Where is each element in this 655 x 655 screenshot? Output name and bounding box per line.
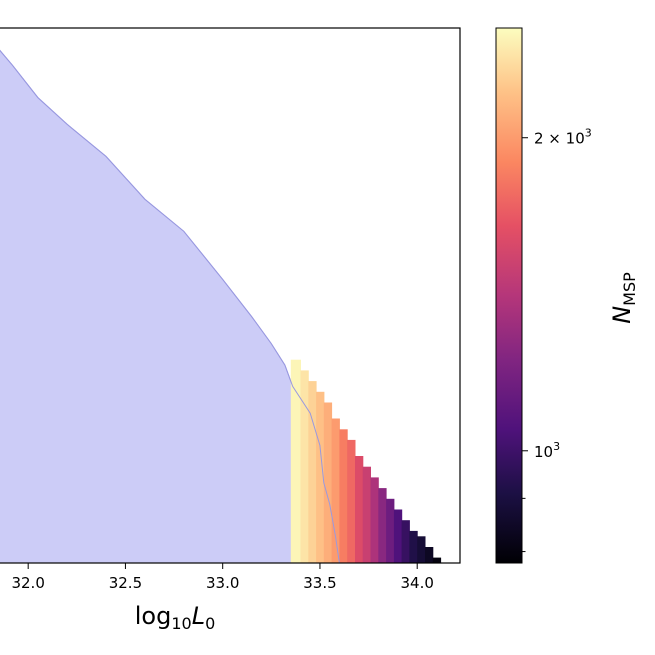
- colorbar-tick-label: 2 × 103: [534, 127, 592, 148]
- x-tick-label: 32.5: [109, 574, 142, 592]
- colorbar: 2 × 103 103 NMSP: [495, 27, 639, 564]
- heatmap-column: [347, 439, 356, 563]
- x-tick-label: 34.0: [401, 574, 434, 592]
- heatmap-columns: [290, 359, 442, 563]
- plot-area: 32.0 32.5 33.0 33.5 34.0 log10L0: [0, 27, 461, 633]
- heatmap-column: [417, 536, 426, 563]
- allowed-region: [0, 49, 340, 563]
- x-tick-label: 32.0: [11, 574, 44, 592]
- heatmap-column: [425, 547, 434, 563]
- heatmap-column: [370, 477, 379, 563]
- x-tick-label: 33.0: [206, 574, 239, 592]
- heatmap-column: [362, 466, 371, 563]
- heatmap-column: [386, 498, 395, 563]
- heatmap-column: [393, 509, 403, 563]
- colorbar-label: NMSP: [608, 272, 639, 324]
- heatmap-column: [308, 381, 317, 563]
- heatmap-column: [339, 429, 348, 563]
- heatmap-column: [432, 557, 442, 563]
- colorbar-tick-label: 103: [534, 440, 560, 461]
- x-tick-label: 33.5: [303, 574, 336, 592]
- plot-frame: [0, 27, 461, 564]
- region-outline: [0, 49, 340, 563]
- heatmap-column: [331, 418, 340, 563]
- x-axis-ticks: 32.0 32.5 33.0 33.5 34.0: [11, 563, 434, 592]
- heatmap-column: [355, 456, 364, 563]
- x-axis-label: log10L0: [135, 602, 216, 633]
- heatmap-column: [323, 402, 333, 563]
- heatmap-column: [409, 530, 418, 563]
- heatmap-column: [316, 391, 325, 563]
- heatmap-column: [401, 520, 410, 563]
- heatmap-column: [300, 370, 309, 563]
- heatmap-column: [290, 359, 301, 563]
- heatmap-column: [378, 488, 387, 563]
- plot-content: [0, 49, 442, 563]
- colorbar-ticks: 2 × 103 103: [522, 127, 592, 553]
- colorbar-frame: [495, 27, 523, 564]
- colorbar-gradient: [496, 28, 522, 563]
